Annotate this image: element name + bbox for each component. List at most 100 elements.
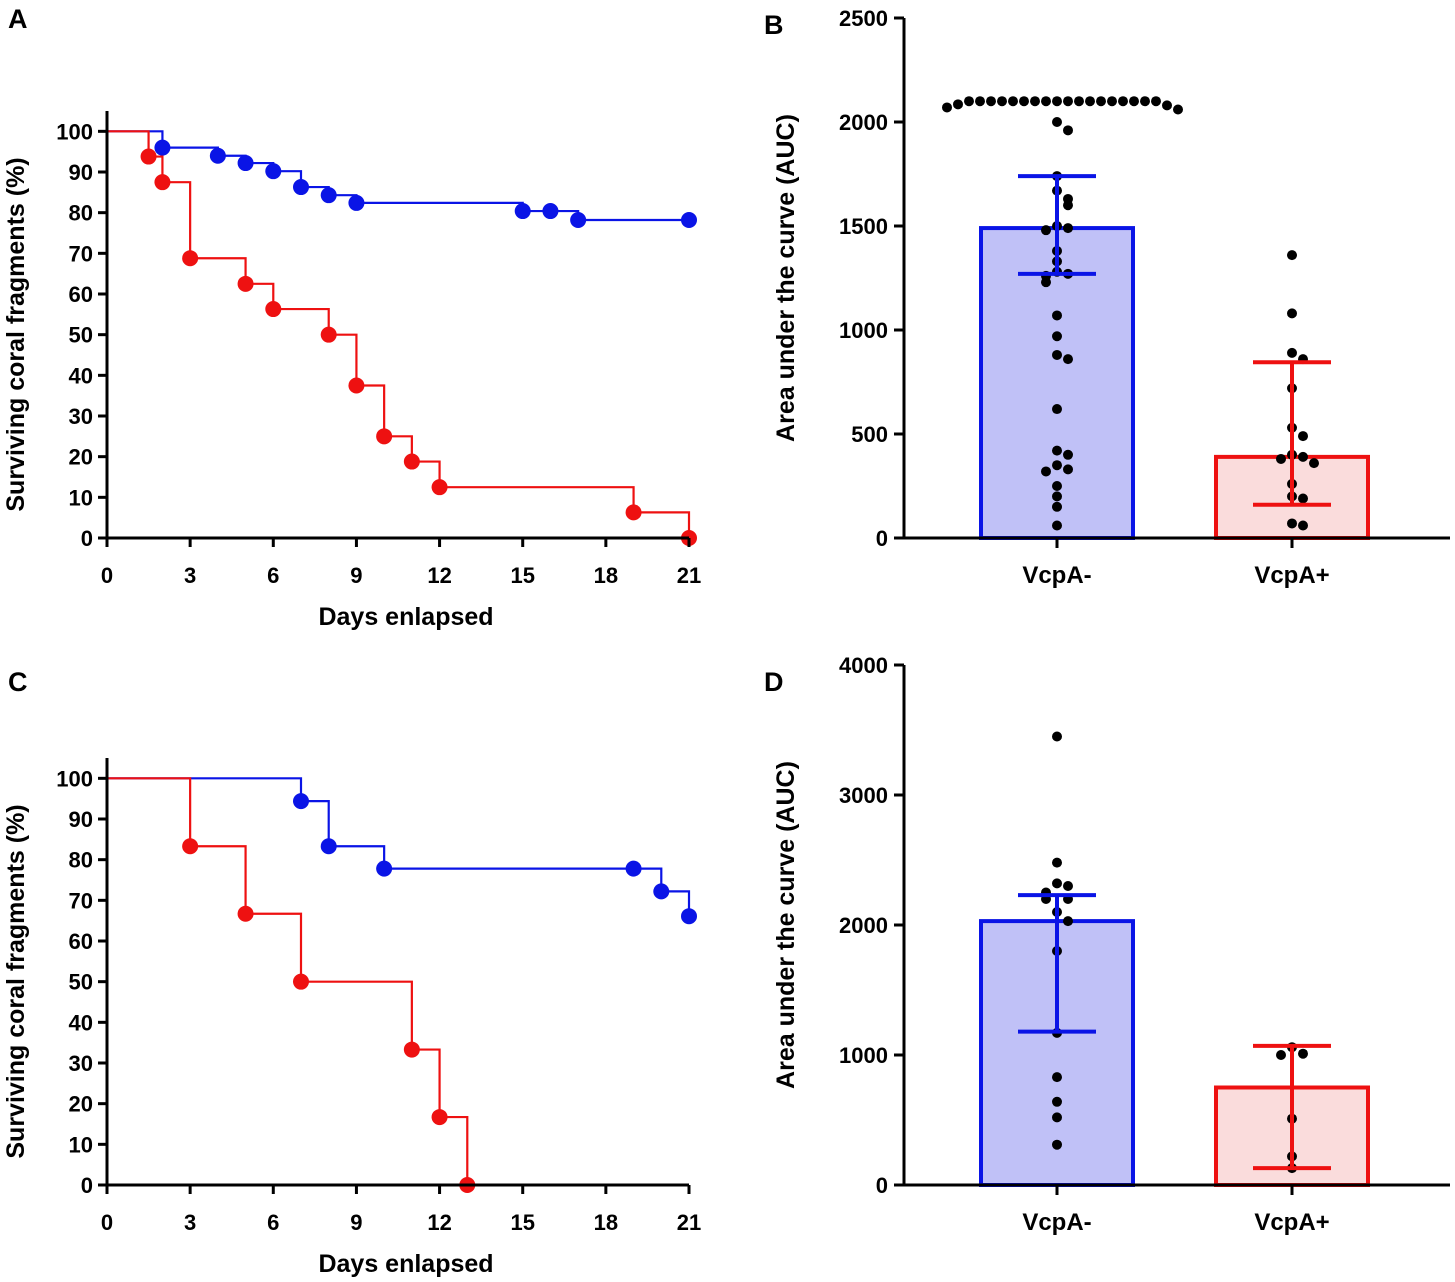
- data-point-vcpa-minus: [1118, 96, 1128, 107]
- y-tick-label: 100: [56, 766, 93, 791]
- data-point-vcpa-minus: [1008, 96, 1018, 107]
- survival-marker-vcpa-plus: [140, 148, 157, 165]
- data-point-vcpa-minus: [1063, 881, 1073, 891]
- data-point-vcpa-minus: [1173, 104, 1183, 115]
- survival-marker-vcpa-plus: [625, 504, 642, 521]
- data-point-vcpa-minus: [997, 96, 1007, 107]
- data-point-vcpa-minus: [1052, 731, 1062, 742]
- y-axis-title: Surviving coral fragments (%): [2, 804, 30, 1158]
- survival-marker-vcpa-minus: [653, 883, 670, 900]
- x-tick-label: 18: [594, 1210, 618, 1235]
- data-point-vcpa-plus: [1287, 308, 1297, 319]
- survival-marker-vcpa-minus: [293, 179, 309, 196]
- panel-a-survival-chart: 0 10 20 30 40 50 60 70 80 90 100 0 3 6 9 12 15 18 21 Days e…: [2, 111, 701, 631]
- data-point-vcpa-minus: [1140, 96, 1150, 107]
- data-point-vcpa-minus: [1063, 125, 1073, 136]
- panel-label-c: C: [8, 667, 28, 697]
- y-tick-label: 0: [81, 1173, 93, 1198]
- x-tick-label: 3: [184, 1210, 196, 1235]
- panel-c-survival-chart: 0 10 20 30 40 50 60 70 80 90 100 0 3 6 9 12 15 18 21 Days e…: [2, 758, 701, 1278]
- y-tick-label: 30: [69, 404, 93, 429]
- x-tick-label: 21: [677, 563, 701, 588]
- y-tick-label: 40: [69, 1010, 93, 1035]
- survival-marker-vcpa-minus: [625, 860, 642, 877]
- data-point-vcpa-minus: [1063, 354, 1073, 365]
- x-tick-label: 9: [350, 1210, 362, 1235]
- y-tick-label: 3000: [839, 783, 888, 808]
- data-point-vcpa-minus: [986, 96, 996, 107]
- survival-marker-vcpa-minus: [320, 187, 337, 204]
- data-point-vcpa-minus: [953, 99, 963, 110]
- survival-marker-vcpa-plus: [348, 377, 365, 394]
- data-point-vcpa-minus: [1063, 96, 1073, 107]
- data-point-vcpa-minus: [1052, 1096, 1062, 1107]
- survival-marker-vcpa-minus: [237, 155, 254, 172]
- data-point-vcpa-minus: [1151, 96, 1161, 107]
- y-tick-label: 20: [69, 1092, 93, 1117]
- y-tick-label: 50: [69, 323, 93, 348]
- survival-line-vcpa-minus: [107, 130, 689, 222]
- data-point-vcpa-minus: [1030, 96, 1040, 107]
- survival-marker-vcpa-plus: [320, 326, 337, 343]
- survival-marker-vcpa-plus: [403, 453, 420, 470]
- data-point-vcpa-minus: [1052, 520, 1062, 531]
- data-point-vcpa-minus: [1052, 857, 1062, 868]
- data-point-vcpa-minus: [1052, 310, 1062, 321]
- y-tick-label: 0: [81, 526, 93, 551]
- x-tick-label: 18: [594, 563, 618, 588]
- x-tick-label: 6: [267, 1210, 279, 1235]
- data-point-vcpa-minus: [1052, 1112, 1062, 1123]
- y-tick-label: 20: [69, 445, 93, 470]
- category-label-vcpa-minus: VcpA-: [1022, 1209, 1091, 1236]
- x-tick-label: 21: [677, 1210, 701, 1235]
- survival-marker-vcpa-minus: [681, 908, 697, 925]
- data-point-vcpa-minus: [1019, 96, 1029, 107]
- data-point-vcpa-plus: [1298, 493, 1308, 504]
- x-tick-label: 15: [510, 1210, 534, 1235]
- panel-d-auc-chart: 0 1000 2000 3000 4000 VcpA- VcpA+ Area under th…: [772, 653, 1450, 1236]
- survival-marker-vcpa-minus: [570, 211, 587, 228]
- survival-marker-vcpa-minus: [320, 838, 337, 855]
- data-point-vcpa-minus: [942, 102, 952, 113]
- y-tick-label: 80: [69, 848, 93, 873]
- survival-marker-vcpa-minus: [681, 211, 697, 228]
- data-point-vcpa-minus: [1063, 916, 1073, 927]
- data-point-vcpa-minus: [1052, 404, 1062, 415]
- x-tick-label: 0: [101, 563, 113, 588]
- data-point-vcpa-plus: [1276, 453, 1286, 464]
- y-tick-label: 0: [876, 526, 888, 551]
- y-tick-label: 60: [69, 929, 93, 954]
- survival-marker-vcpa-plus: [293, 973, 309, 990]
- data-point-vcpa-minus: [1052, 501, 1062, 512]
- category-label-vcpa-plus: VcpA+: [1254, 562, 1329, 589]
- data-point-vcpa-minus: [1096, 96, 1106, 107]
- data-point-vcpa-minus: [1041, 277, 1051, 288]
- survival-marker-vcpa-plus: [265, 301, 282, 318]
- data-point-vcpa-minus: [1052, 1139, 1062, 1150]
- y-axis-title: Area under the curve (AUC): [772, 114, 800, 442]
- data-point-vcpa-plus: [1309, 458, 1319, 469]
- survival-marker-vcpa-plus: [237, 905, 254, 922]
- survival-marker-vcpa-plus: [182, 250, 199, 267]
- x-tick-label: 12: [427, 563, 451, 588]
- data-point-vcpa-minus: [1052, 117, 1062, 127]
- x-tick-label: 6: [267, 563, 279, 588]
- data-point-vcpa-plus: [1298, 1048, 1308, 1059]
- data-point-vcpa-minus: [1052, 96, 1062, 107]
- data-point-vcpa-minus: [1052, 1072, 1062, 1083]
- survival-marker-vcpa-minus: [542, 203, 559, 220]
- y-tick-label: 60: [69, 282, 93, 307]
- y-tick-label: 100: [56, 119, 93, 144]
- y-tick-label: 2000: [839, 913, 888, 938]
- survival-line-vcpa-plus: [107, 777, 469, 1185]
- survival-marker-vcpa-minus: [265, 163, 282, 180]
- data-point-vcpa-minus: [1063, 223, 1073, 234]
- data-point-vcpa-minus: [1063, 464, 1073, 475]
- data-point-vcpa-plus: [1287, 347, 1297, 358]
- y-tick-label: 1500: [839, 214, 888, 239]
- x-tick-label: 12: [427, 1210, 451, 1235]
- data-point-vcpa-minus: [1063, 200, 1073, 211]
- data-point-vcpa-minus: [1041, 466, 1051, 477]
- y-tick-label: 4000: [839, 653, 888, 678]
- data-point-vcpa-minus: [975, 96, 985, 107]
